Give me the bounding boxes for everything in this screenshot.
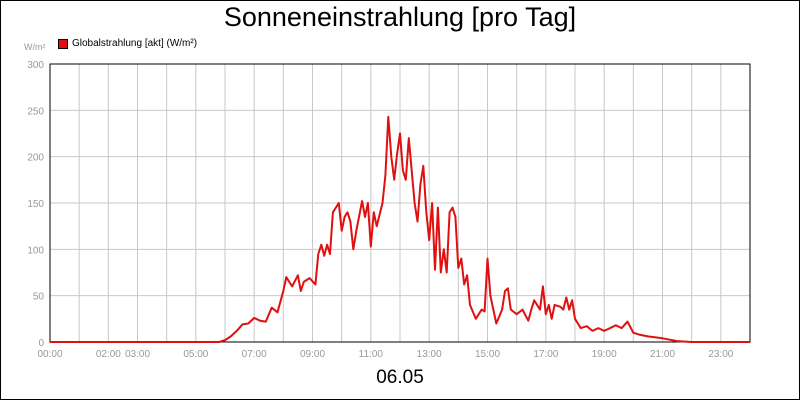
x-tick-label: 02:00 [96, 349, 121, 360]
x-tick-label: 19:00 [592, 349, 617, 360]
plot-border [49, 63, 751, 343]
y-tick-label: 50 [33, 292, 45, 303]
x-tick-label: 15:00 [475, 349, 500, 360]
y-tick-label: 250 [27, 106, 44, 117]
x-tick-label: 00:00 [37, 349, 62, 360]
x-tick-label: 11:00 [359, 349, 384, 360]
x-tick-label: 17:00 [533, 349, 558, 360]
x-tick-label: 03:00 [125, 349, 150, 360]
legend-swatch [58, 38, 68, 49]
y-tick-label: 100 [27, 245, 44, 256]
legend-label: Globalstrahlung [akt] (W/m²) [72, 38, 198, 49]
series-line [50, 115, 750, 343]
y-tick-label: 150 [27, 199, 44, 210]
x-tick-label: 07:00 [242, 349, 267, 360]
y-tick-label: 0 [38, 338, 44, 349]
y-tick-label: 300 [27, 60, 44, 71]
x-tick-label: 21:00 [650, 349, 675, 360]
y-axis-unit: W/m² [24, 42, 46, 52]
x-tick-label: 13:00 [417, 349, 442, 360]
date-label: 06.05 [376, 367, 424, 388]
x-tick-label: 23:00 [708, 349, 733, 360]
x-tick-label: 05:00 [183, 349, 208, 360]
legend: Globalstrahlung [akt] (W/m²) [58, 38, 197, 49]
chart-title: Sonneneinstrahlung [pro Tag] [223, 2, 577, 32]
x-tick-label: 09:00 [300, 349, 325, 360]
y-tick-label: 200 [27, 153, 44, 164]
